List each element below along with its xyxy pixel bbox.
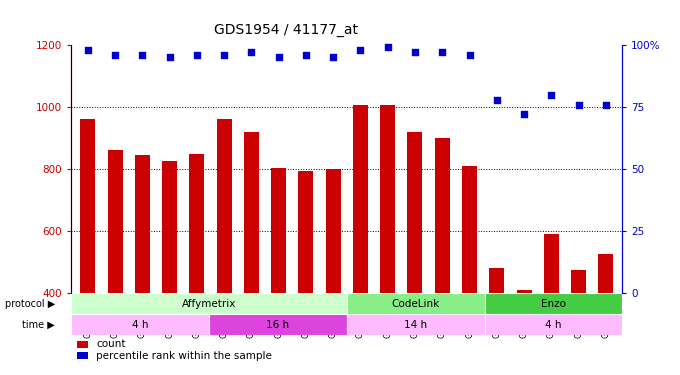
Text: count: count <box>96 339 126 349</box>
Point <box>246 50 257 55</box>
Bar <box>299 171 313 375</box>
Bar <box>484 293 622 314</box>
Text: protocol ▶: protocol ▶ <box>5 298 55 309</box>
Point <box>164 54 175 60</box>
Point <box>409 50 420 55</box>
Text: Affymetrix: Affymetrix <box>182 298 236 309</box>
Point <box>137 52 148 58</box>
Point <box>301 52 311 58</box>
Text: time ▶: time ▶ <box>22 320 55 330</box>
Point <box>382 45 393 51</box>
Point <box>82 47 93 53</box>
Bar <box>189 153 204 375</box>
Text: 4 h: 4 h <box>132 320 148 330</box>
Bar <box>77 341 88 348</box>
Point <box>328 54 339 60</box>
Text: CodeLink: CodeLink <box>392 298 440 309</box>
Bar <box>135 155 150 375</box>
Point <box>191 52 202 58</box>
Bar <box>380 105 395 375</box>
Bar <box>347 293 485 314</box>
Bar <box>107 150 122 375</box>
Point <box>546 92 557 98</box>
Bar <box>353 105 368 375</box>
Bar <box>217 120 232 375</box>
Point <box>573 102 584 108</box>
Point <box>273 54 284 60</box>
Point <box>464 52 475 58</box>
Point <box>109 52 120 58</box>
Bar <box>484 314 622 335</box>
Bar <box>162 161 177 375</box>
Point <box>437 50 447 55</box>
Bar <box>209 314 347 335</box>
Bar <box>71 293 347 314</box>
Bar <box>544 234 559 375</box>
Bar <box>462 166 477 375</box>
Point <box>600 102 611 108</box>
Text: 4 h: 4 h <box>545 320 562 330</box>
Text: Enzo: Enzo <box>541 298 566 309</box>
Bar <box>407 132 422 375</box>
Bar <box>326 169 341 375</box>
Bar <box>71 314 209 335</box>
Bar <box>490 268 505 375</box>
Bar <box>571 270 586 375</box>
Text: 16 h: 16 h <box>267 320 290 330</box>
Text: GDS1954 / 41177_at: GDS1954 / 41177_at <box>214 23 358 37</box>
Point <box>219 52 230 58</box>
Text: percentile rank within the sample: percentile rank within the sample <box>96 351 272 361</box>
Text: 14 h: 14 h <box>404 320 427 330</box>
Bar <box>598 254 613 375</box>
Point <box>519 111 530 117</box>
Bar <box>80 120 95 375</box>
Bar <box>271 168 286 375</box>
Bar <box>435 138 449 375</box>
Bar <box>517 290 532 375</box>
Point <box>492 97 503 103</box>
Bar <box>77 352 88 360</box>
Bar <box>244 132 259 375</box>
Bar <box>347 314 485 335</box>
Point <box>355 47 366 53</box>
